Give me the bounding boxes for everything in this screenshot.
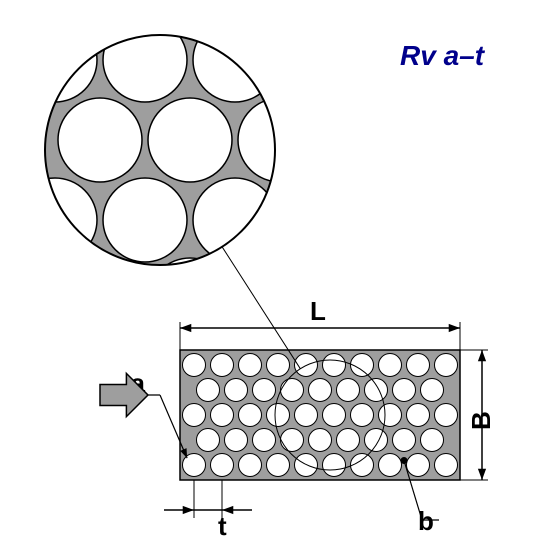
hole: [379, 404, 402, 427]
hole: [253, 379, 276, 402]
leader-a: a: [130, 368, 187, 458]
hole: [183, 404, 206, 427]
hole: [281, 379, 304, 402]
hole: [225, 379, 248, 402]
pattern-code-title: Rv a–t: [400, 40, 484, 72]
hole: [435, 404, 458, 427]
hole: [421, 379, 444, 402]
hole: [323, 404, 346, 427]
dimension-L: L: [180, 296, 460, 350]
hole: [393, 429, 416, 452]
hole: [435, 354, 458, 377]
hole: [253, 429, 276, 452]
hole: [351, 404, 374, 427]
hole: [379, 354, 402, 377]
perforated-plate: [180, 350, 460, 480]
label-t: t: [218, 511, 227, 541]
hole: [323, 354, 346, 377]
hole: [211, 404, 234, 427]
hole: [239, 454, 262, 477]
hole: [407, 404, 430, 427]
hole: [421, 429, 444, 452]
hole: [183, 354, 206, 377]
hole: [337, 379, 360, 402]
hole: [393, 379, 416, 402]
hole: [225, 429, 248, 452]
hole: [309, 429, 332, 452]
hole: [435, 454, 458, 477]
hole: [197, 379, 220, 402]
hole: [267, 454, 290, 477]
hole: [365, 379, 388, 402]
hole: [267, 354, 290, 377]
hole: [309, 379, 332, 402]
dimension-t: t: [164, 480, 252, 541]
hole: [281, 429, 304, 452]
hole: [295, 404, 318, 427]
hole: [323, 454, 346, 477]
hole: [267, 404, 290, 427]
hole: [197, 429, 220, 452]
hole: [211, 454, 234, 477]
label-L: L: [310, 296, 326, 326]
hole: [365, 429, 388, 452]
hole: [337, 429, 360, 452]
hole: [183, 454, 206, 477]
hole: [407, 454, 430, 477]
hole: [211, 354, 234, 377]
dimension-B: B: [460, 350, 496, 480]
hole: [379, 454, 402, 477]
label-b: b: [418, 506, 434, 536]
hole: [407, 354, 430, 377]
label-B: B: [466, 411, 496, 430]
hole: [239, 404, 262, 427]
hole: [239, 354, 262, 377]
